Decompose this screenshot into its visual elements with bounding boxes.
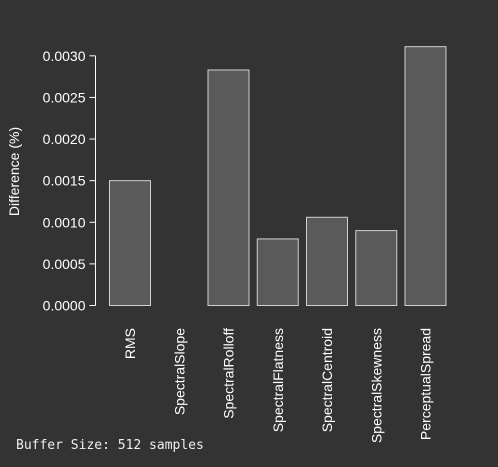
bar-spectralskewness [355,230,398,306]
y-tick-label: 0.0030 [43,48,86,64]
bar-perceptualspread [404,46,447,306]
bar-spectralflatness [256,238,299,306]
x-tick-label-spectralcentroid: SpectralCentroid [319,328,335,432]
bar-rms [109,180,151,306]
x-tick-label-perceptualspread: PerceptualSpread [418,328,434,440]
buffer-size-note: Buffer Size: 512 samples [16,438,204,453]
bars-group [109,46,447,307]
x-tick-label-rms: RMS [122,328,138,359]
x-tick-label-spectralslope: SpectralSlope [171,328,187,415]
y-axis-label: Difference (%) [6,127,22,216]
bar-spectralrolloff [207,69,250,307]
x-tick-label-spectralflatness: SpectralFlatness [270,328,286,432]
x-tick-label-spectralskewness: SpectralSkewness [368,328,384,443]
y-tick-label: 0.0000 [43,298,86,314]
y-tick-label: 0.0015 [43,173,86,189]
y-tick-label: 0.0005 [43,256,86,272]
y-tick-label: 0.0025 [43,89,86,105]
x-tick-labels: RMS SpectralSlope SpectralRolloff SpectralF… [122,328,434,443]
x-tick-label-spectralrolloff: SpectralRolloff [221,328,237,419]
y-tick-label: 0.0010 [43,214,86,230]
bar-spectralcentroid [306,216,348,306]
y-tick-label: 0.0020 [43,131,86,147]
y-axis: 0.0000 0.0005 0.0010 0.0015 0.0020 0.0025 0.00… [43,48,96,314]
